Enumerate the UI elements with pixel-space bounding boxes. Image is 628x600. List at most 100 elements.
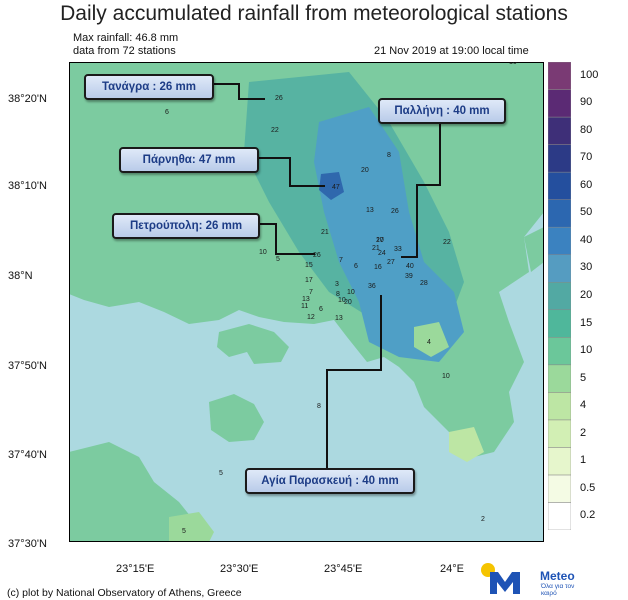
colorbar-label: 100: [580, 68, 599, 81]
station-value: 22: [271, 127, 279, 134]
station-value: 15: [305, 262, 313, 269]
callout-leaders: [210, 83, 441, 468]
colorbar-segment: [548, 226, 571, 255]
colorbar-segment: [548, 502, 571, 530]
station-value: 8: [336, 291, 340, 298]
lon-label-23-45: 23°45'E: [324, 563, 363, 575]
station-value: 4: [427, 339, 431, 346]
colorbar-label: 90: [580, 96, 593, 109]
station-value: 8: [317, 403, 321, 410]
station-value: 11: [301, 303, 308, 310]
colorbar-label: 40: [580, 233, 593, 246]
station-value: 33: [394, 246, 402, 253]
aegina-island: [209, 394, 264, 442]
rain-zone-dry-east: [414, 322, 449, 357]
station-value: 39: [405, 273, 413, 280]
station-value: 13: [302, 296, 310, 303]
station-value: 26: [391, 208, 399, 215]
station-value: 47: [332, 184, 340, 191]
station-value: 26: [313, 252, 321, 259]
station-value: 10: [509, 62, 517, 66]
credit-text: (c) plot by National Observatory of Athe…: [7, 587, 242, 599]
colorbar-label: 70: [580, 151, 593, 164]
lat-label-38: 38°N: [8, 270, 33, 282]
station-value: 17: [305, 277, 313, 284]
colorbar-segment: [548, 144, 571, 173]
station-value: 10: [259, 249, 267, 256]
rain-zone-dry-south: [449, 427, 484, 462]
callout-tanagra: Τανάγρα : 26 mm: [84, 74, 214, 100]
chart-title: Daily accumulated rainfall from meteorol…: [60, 2, 568, 25]
station-value: 10: [347, 289, 355, 296]
station-value: 20: [376, 237, 384, 244]
map-frame: [69, 62, 544, 542]
salamina-island: [217, 324, 289, 364]
station-value: 26: [275, 95, 283, 102]
station-value: 24: [378, 250, 386, 257]
colorbar-segment: [548, 364, 571, 393]
lon-label-24: 24°E: [440, 563, 464, 575]
callout-pallini: Παλλήνη : 40 mm: [378, 98, 506, 124]
colorbar-label: 0.5: [580, 481, 596, 494]
colorbar-segment: [548, 116, 571, 145]
station-value: 27: [387, 259, 395, 266]
station-value: 7: [339, 257, 343, 264]
colorbar-label: 30: [580, 261, 593, 274]
callout-leader-line: [255, 157, 325, 187]
lon-label-23-30: 23°30'E: [220, 563, 259, 575]
station-value: 6: [319, 306, 323, 313]
logo-text: Meteo: [540, 569, 575, 583]
colorbar-segment: [548, 309, 571, 338]
callout-leader-line: [256, 223, 315, 255]
lat-label-37-30: 37°30'N: [8, 538, 47, 550]
colorbar-label: 2: [580, 426, 587, 439]
colorbar-segment: [548, 89, 571, 118]
rain-zone-40-50: [319, 172, 344, 200]
colorbar-label: 1: [580, 454, 587, 467]
station-value: 8: [387, 152, 391, 159]
colorbar-label: 20: [580, 289, 593, 301]
island-north-east: [524, 227, 544, 272]
colorbar: [548, 62, 571, 530]
lat-label-37-40: 37°40'N: [8, 449, 47, 461]
colorbar-segment: [548, 392, 571, 421]
colorbar-label: 15: [580, 316, 593, 329]
station-value: 6: [354, 263, 358, 270]
station-value: 36: [368, 283, 376, 290]
station-value: 20: [344, 299, 352, 306]
colorbar-segment: [548, 474, 571, 503]
colorbar-label: 50: [580, 206, 593, 219]
meteo-logo-icon: [481, 563, 520, 594]
methana-peninsula: [169, 512, 214, 542]
rain-zone-30-40: [314, 107, 464, 362]
station-value: 3: [335, 281, 339, 288]
station-value: 5: [182, 528, 186, 535]
callout-leader-line: [401, 122, 441, 258]
colorbar-segment: [548, 62, 571, 90]
colorbar-segment: [548, 337, 571, 366]
station-value: 12: [307, 314, 315, 321]
colorbar-segment: [548, 254, 571, 283]
colorbar-label: 4: [580, 399, 587, 412]
datetime-text: 21 Nov 2019 at 19:00 local time: [374, 45, 529, 57]
callout-petroupoli: Πετρούπολη: 26 mm: [112, 213, 260, 239]
logo-tagline: Όλα για τον καιρό: [541, 583, 575, 597]
callout-agia-paraskevi: Αγία Παρασκευή : 40 mm: [245, 468, 415, 494]
station-value: 13: [335, 315, 343, 322]
station-value: 21: [321, 229, 329, 236]
colorbar-label: 5: [580, 371, 587, 384]
station-value: 20: [361, 167, 369, 174]
station-value: 22: [443, 239, 451, 246]
lat-label-38-20: 38°20'N: [8, 93, 47, 105]
station-value: 10: [442, 373, 450, 380]
station-value: 10: [338, 297, 346, 304]
station-value: 6: [165, 109, 169, 116]
colorbar-segment: [548, 199, 571, 228]
colorbar-segment: [548, 419, 571, 448]
lat-label-37-50: 37°50'N: [8, 360, 47, 372]
station-value: 5: [276, 256, 280, 263]
lat-label-38-10: 38°10'N: [8, 180, 47, 192]
callout-leader-line: [210, 83, 265, 100]
